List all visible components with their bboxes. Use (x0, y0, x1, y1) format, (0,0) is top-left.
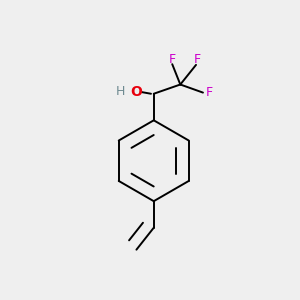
Text: F: F (206, 86, 212, 99)
Text: F: F (169, 52, 176, 66)
Text: F: F (194, 53, 201, 66)
Text: O: O (130, 85, 142, 99)
Text: H: H (116, 85, 125, 98)
